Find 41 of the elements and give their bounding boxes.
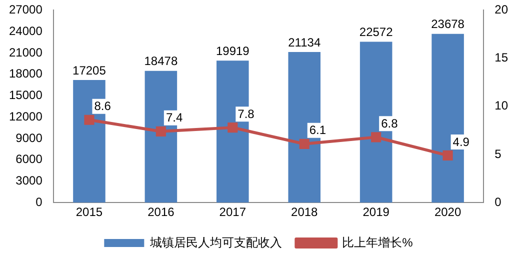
y-tick-label: 9000	[16, 130, 43, 145]
data-label: 6.1	[309, 123, 326, 138]
data-label: 6.8	[381, 116, 398, 130]
y-tick-label: 12000	[8, 109, 43, 124]
y2-tick-label: 5	[494, 146, 502, 161]
y-tick-label: 15000	[8, 88, 43, 102]
data-label: 22572	[359, 25, 394, 40]
point	[156, 126, 166, 136]
legend-label: 城镇居民人均可支配收入	[149, 235, 282, 250]
x-tick-label: 2016	[148, 205, 175, 220]
x-tick-label: 2019	[362, 205, 390, 220]
x-tick-label: 2020	[434, 205, 462, 220]
point	[371, 132, 382, 142]
data-label: 19919	[216, 44, 250, 58]
y-tick-label: 6000	[16, 152, 43, 166]
x-tick-label: 2015	[76, 205, 103, 220]
point	[442, 150, 453, 160]
data-label: 21134	[288, 35, 321, 50]
data-label: 4.9	[452, 134, 470, 149]
y-tick-label: 24000	[8, 24, 43, 38]
legend-label: 比上年增长%	[342, 235, 414, 250]
y-tick-label: 0	[36, 194, 43, 209]
data-label: 8.6	[94, 99, 112, 114]
data-label: 23678	[431, 17, 465, 32]
data-label: 17205	[72, 63, 106, 78]
y2-tick-label: 15	[494, 50, 508, 65]
y-tick-label: 27000	[8, 2, 43, 17]
point	[299, 138, 310, 149]
y-tick-label: 3000	[16, 174, 43, 188]
point	[84, 114, 94, 125]
x-tick-label: 2018	[291, 205, 318, 220]
data-label: 7.8	[238, 106, 255, 121]
point	[228, 122, 238, 133]
y2-tick-label: 20	[494, 2, 508, 17]
x-tick-label: 2017	[219, 205, 246, 220]
data-label: 7.4	[166, 110, 183, 125]
y-tick-label: 21000	[8, 45, 43, 60]
y2-tick-label: 10	[494, 98, 508, 113]
y2-tick-label: 0	[494, 194, 502, 209]
data-label: 18478	[144, 54, 178, 68]
y-tick-label: 18000	[8, 66, 43, 81]
